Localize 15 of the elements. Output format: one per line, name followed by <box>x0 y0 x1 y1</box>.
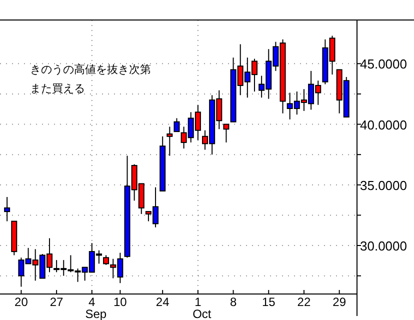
annotation: きのうの高値を抜き次第 <box>30 63 151 76</box>
x-tick-label: 8 <box>230 295 237 309</box>
y-tick-label: 45.0000 <box>360 56 407 72</box>
x-tick-label: 27 <box>50 295 64 309</box>
y-tick-label: 30.0000 <box>360 238 407 254</box>
x-tick-label: 10 <box>114 295 128 309</box>
y-tick-label: 40.0000 <box>360 117 407 132</box>
y-tick-label: 35.0000 <box>360 178 407 193</box>
x-tick-label: 22 <box>297 295 311 309</box>
x-tick-label: 24 <box>156 295 170 309</box>
annotation: また買える <box>30 83 85 95</box>
x-tick-label: 20 <box>14 295 28 309</box>
x-tick-label: 15 <box>262 295 276 309</box>
x-tick-label: 29 <box>332 295 346 309</box>
x-tick-label: 1 Oct <box>192 295 212 320</box>
